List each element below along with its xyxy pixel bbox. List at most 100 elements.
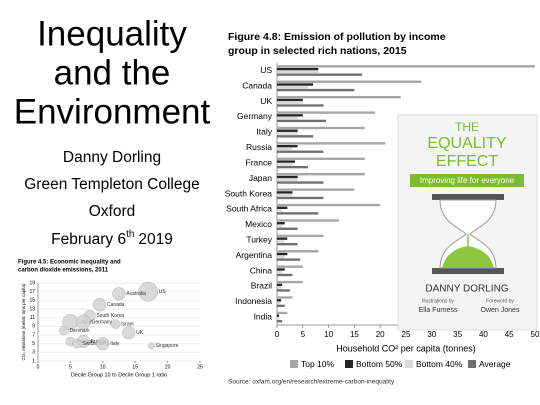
- point-label: Italy: [110, 341, 120, 347]
- point-label: Germany: [92, 319, 113, 325]
- foreword-author: Owen Jones: [481, 307, 520, 314]
- bar: [277, 160, 296, 163]
- bubble: [110, 319, 121, 329]
- bar: [277, 163, 293, 166]
- bar: [277, 132, 298, 135]
- illustrator: Ella Furness: [419, 307, 458, 314]
- bar: [277, 299, 282, 302]
- y-tick-label: Canada: [242, 80, 272, 90]
- date-year: 2019: [138, 231, 172, 248]
- x-tick-label: 5: [69, 364, 72, 370]
- y-tick-label: Turkey: [246, 234, 272, 244]
- y-tick-label: US: [260, 65, 272, 75]
- y-tick-label: 11: [30, 315, 35, 321]
- x-tick-label: 25: [197, 364, 203, 370]
- bar-chart: Figure 4.8: Emission of pollution by inc…: [225, 31, 540, 386]
- y-tick-label: Mexico: [245, 219, 272, 229]
- x-tick-label: 0: [275, 330, 280, 339]
- bar: [277, 147, 293, 151]
- slide-title: Inequality: [37, 14, 187, 53]
- bar: [277, 227, 298, 230]
- x-tick-label: 25: [402, 330, 411, 339]
- y-tick-label: 19: [29, 280, 35, 286]
- book-cover: THE EQUALITY EFFECT Improving life for e…: [397, 114, 538, 331]
- legend-swatch: [405, 360, 413, 368]
- bar: [277, 73, 363, 76]
- bar: [277, 88, 355, 92]
- x-axis-title: Decile Group 10 to Decile Group 1 ratio: [71, 372, 167, 378]
- bar: [277, 268, 285, 271]
- slide-title: Environment: [14, 92, 211, 131]
- bubble-chart: Figure 4.5: Economic inequality and carbo…: [18, 260, 203, 379]
- y-tick-label: France: [246, 157, 273, 167]
- y-tick-label: 1: [32, 358, 35, 364]
- chart-title: Figure 4.8: Emission of pollution by inc…: [228, 31, 446, 43]
- bubble: [138, 281, 159, 302]
- bar: [277, 111, 376, 114]
- x-tick-label: 45: [505, 330, 514, 339]
- bar: [277, 273, 293, 277]
- bar: [277, 234, 324, 238]
- legend-swatch: [290, 360, 298, 368]
- hourglass-sand: [442, 246, 494, 268]
- bar: [277, 95, 401, 99]
- point-label: Denmark: [69, 328, 90, 334]
- bar: [277, 181, 324, 184]
- y-tick-label: Japan: [249, 173, 272, 183]
- bar: [277, 222, 285, 225]
- bar: [277, 67, 319, 71]
- legend-swatch: [468, 360, 476, 368]
- bar: [277, 157, 365, 160]
- x-tick-label: 20: [376, 330, 385, 339]
- y-tick-label: 9: [32, 324, 35, 330]
- bar: [277, 243, 298, 246]
- y-tick-label: 15: [29, 298, 35, 304]
- x-tick-label: 35: [453, 330, 462, 339]
- bar: [277, 301, 281, 305]
- bar: [277, 320, 283, 323]
- bar: [277, 165, 308, 169]
- hourglass-top: [432, 194, 504, 200]
- y-axis-title: CO₂ emissions (metric tons per capita): [21, 283, 26, 361]
- bar: [277, 144, 298, 148]
- bar: [277, 212, 319, 215]
- legend-label: Top 10%: [301, 359, 335, 369]
- bar: [277, 240, 285, 243]
- bar: [277, 196, 324, 200]
- bar: [277, 255, 285, 259]
- point-label: Canada: [107, 302, 125, 308]
- y-tick-label: China: [250, 265, 272, 275]
- point-label: Switzerland: [82, 341, 108, 347]
- bar: [277, 98, 303, 102]
- bar: [277, 70, 319, 74]
- y-tick-label: 13: [29, 306, 35, 312]
- slide-title: and the: [54, 53, 171, 92]
- bar: [277, 289, 290, 292]
- date: February 6th 2019: [51, 229, 173, 248]
- y-tick-label: 5: [32, 341, 35, 347]
- bar: [277, 311, 288, 315]
- book-title: EFFECT: [436, 153, 498, 170]
- y-tick-label: India: [254, 312, 273, 322]
- bar: [277, 188, 355, 191]
- bubble: [59, 325, 69, 336]
- bar: [277, 283, 283, 287]
- point-label: Singapore: [156, 343, 179, 349]
- bar: [277, 150, 324, 153]
- bar: [277, 237, 288, 240]
- bar: [277, 135, 314, 138]
- point-label: Israel: [121, 321, 133, 327]
- hourglass-base: [432, 268, 504, 274]
- point-label: US: [159, 289, 167, 295]
- bubble: [122, 326, 136, 340]
- x-tick-label: 10: [100, 364, 106, 370]
- book-tagline: Improving life for everyone: [420, 176, 515, 185]
- tagline-band: [410, 174, 524, 187]
- bar: [277, 173, 365, 176]
- y-tick-label: Russia: [246, 142, 272, 152]
- y-tick-label: 17: [29, 289, 35, 295]
- bar: [277, 280, 303, 284]
- point-label: South Korea: [96, 313, 124, 319]
- legend-label: Average: [479, 359, 511, 369]
